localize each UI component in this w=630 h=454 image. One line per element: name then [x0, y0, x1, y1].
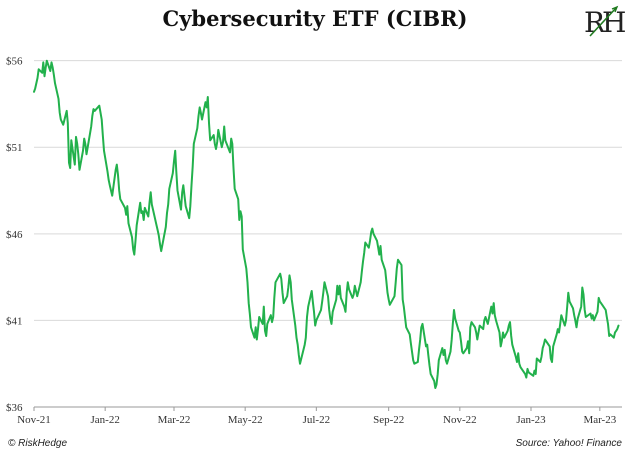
x-tick-label: Jan-23: [516, 414, 546, 426]
riskhedge-logo-icon: R H: [584, 5, 626, 39]
y-tick-label: $36: [6, 402, 23, 414]
x-tick-label: Jul-22: [303, 414, 331, 426]
x-tick-label: Nov-21: [17, 414, 51, 426]
x-axis-ticks: Nov-21 Jan-22 Mar-22 May-22 Jul-22 Sep-22 Nov-…: [17, 407, 617, 426]
x-tick-label: May-22: [228, 414, 263, 426]
chart-title: Cybersecurity ETF (CIBR): [162, 6, 468, 31]
credit-text: © RiskHedge: [8, 438, 68, 449]
y-tick-label: $56: [6, 56, 23, 68]
y-tick-label: $41: [6, 315, 23, 327]
svg-text:H: H: [602, 6, 626, 39]
gridlines: [34, 60, 622, 321]
x-tick-label: Jan-22: [91, 414, 120, 426]
svg-text:R: R: [584, 6, 606, 39]
source-text: Source: Yahoo! Finance: [515, 438, 622, 449]
series-layer: [33, 59, 620, 389]
y-axis-ticks: $36 $41 $46 $51 $56: [6, 56, 23, 414]
y-tick-label: $46: [6, 229, 23, 241]
y-tick-label: $51: [6, 142, 23, 154]
x-tick-label: Mar-22: [158, 414, 191, 426]
x-tick-label: Mar-23: [583, 414, 616, 426]
series-line: [33, 59, 620, 389]
x-tick-label: Nov-22: [443, 414, 477, 426]
x-tick-label: Sep-22: [373, 414, 404, 426]
